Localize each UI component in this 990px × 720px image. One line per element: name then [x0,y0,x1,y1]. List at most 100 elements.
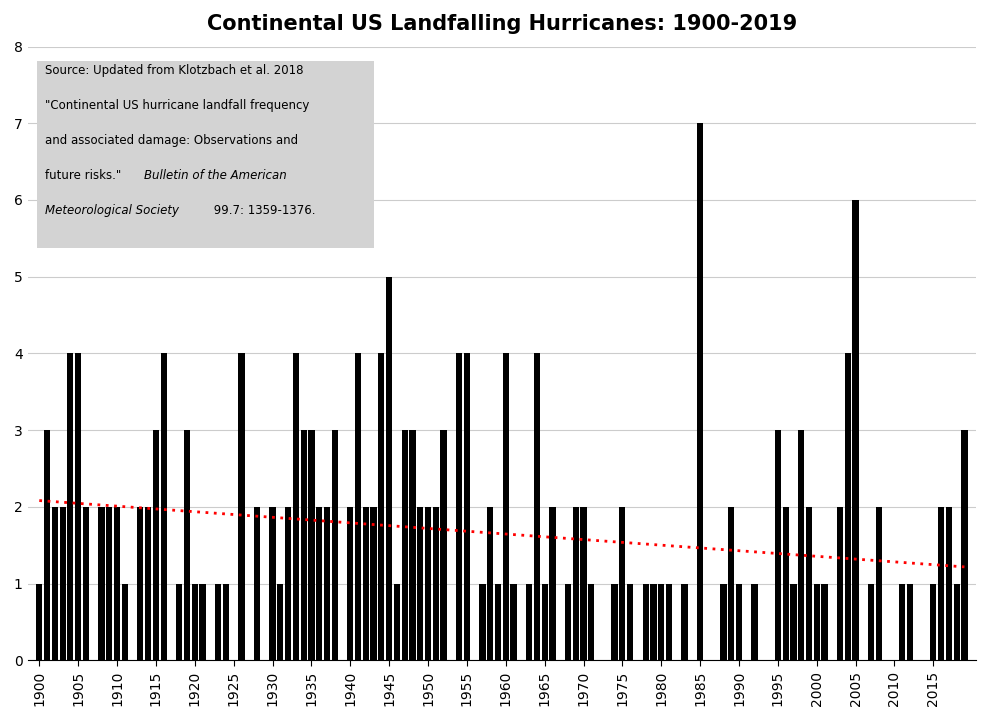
Bar [386,276,392,660]
Title: Continental US Landfalling Hurricanes: 1900-2019: Continental US Landfalling Hurricanes: 1… [207,14,797,34]
Bar [876,507,882,660]
Bar [487,507,493,660]
Bar [572,507,579,660]
Text: Source: Updated from Klotzbach et al. 2018: Source: Updated from Klotzbach et al. 20… [45,64,303,77]
Bar [790,584,797,660]
Bar [549,507,555,660]
Bar [658,584,664,660]
Bar [199,584,206,660]
Bar [814,584,820,660]
Bar [394,584,400,660]
Bar [215,584,221,660]
Bar [433,507,439,660]
Bar [907,584,913,660]
Bar [565,584,571,660]
Bar [844,354,851,660]
Bar [145,507,151,660]
Bar [277,584,283,660]
Bar [301,430,307,660]
Bar [176,584,182,660]
Bar [931,584,937,660]
Bar [223,584,229,660]
Bar [293,354,299,660]
Bar [355,354,361,660]
Bar [417,507,424,660]
Bar [378,354,384,660]
Bar [627,584,634,660]
Bar [503,354,509,660]
Bar [542,584,547,660]
Bar [332,430,338,660]
Bar [456,354,462,660]
Bar [650,584,656,660]
Bar [945,507,952,660]
Bar [138,507,144,660]
Bar [37,584,43,660]
Bar [239,354,245,660]
Bar [316,507,323,660]
Bar [285,507,291,660]
Bar [308,430,315,660]
Bar [441,430,446,660]
Bar [511,584,517,660]
Bar [868,584,874,660]
Bar [643,584,648,660]
Bar [152,430,159,660]
Bar [588,584,594,660]
Bar [899,584,906,660]
Bar [526,584,533,660]
Text: Meteorological Society: Meteorological Society [45,204,179,217]
Bar [479,584,485,660]
Bar [192,584,198,660]
Bar [580,507,587,660]
Bar [666,584,672,660]
Text: and associated damage: Observations and: and associated damage: Observations and [45,134,298,147]
Bar [114,507,120,660]
Bar [751,584,757,660]
Bar [75,354,81,660]
Text: future risks.": future risks." [45,168,125,181]
Bar [463,354,470,660]
Bar [534,354,540,660]
Bar [67,354,73,660]
Bar [938,507,944,660]
Bar [782,507,789,660]
Bar [269,507,275,660]
Bar [51,507,58,660]
Text: 99.7: 1359-1376.: 99.7: 1359-1376. [210,204,316,217]
Bar [681,584,688,660]
FancyBboxPatch shape [37,60,374,248]
Bar [495,584,501,660]
Bar [798,430,804,660]
Bar [852,200,858,660]
Bar [184,430,190,660]
Bar [59,507,65,660]
Text: Bulletin of the American: Bulletin of the American [144,168,286,181]
Bar [953,584,959,660]
Bar [409,430,416,660]
Bar [721,584,727,660]
Bar [83,507,89,660]
Bar [697,123,703,660]
Bar [837,507,843,660]
Text: "Continental US hurricane landfall frequency: "Continental US hurricane landfall frequ… [45,99,309,112]
Bar [728,507,735,660]
Bar [402,430,408,660]
Bar [362,507,369,660]
Bar [106,507,113,660]
Bar [324,507,330,660]
Bar [620,507,626,660]
Bar [822,584,828,660]
Bar [612,584,618,660]
Bar [98,507,105,660]
Bar [160,354,166,660]
Bar [122,584,128,660]
Bar [370,507,377,660]
Bar [44,430,50,660]
Bar [253,507,260,660]
Bar [961,430,967,660]
Bar [347,507,353,660]
Bar [736,584,742,660]
Bar [425,507,431,660]
Bar [806,507,812,660]
